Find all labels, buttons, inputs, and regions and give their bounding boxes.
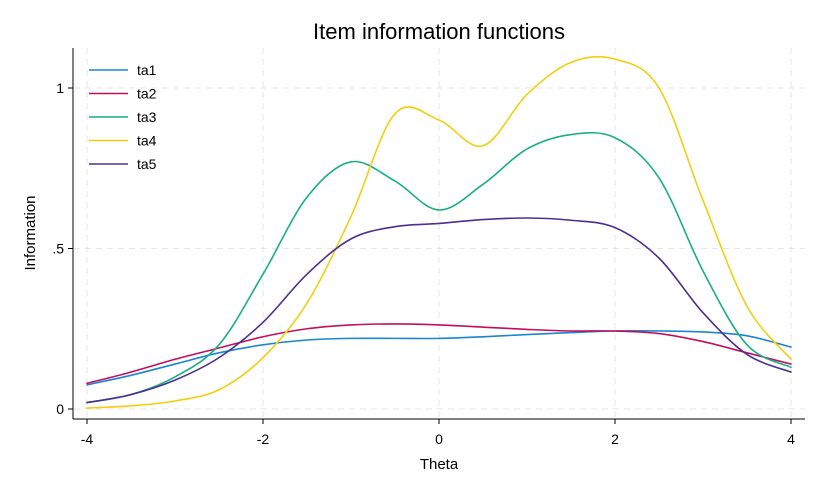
y-axis-ticks: 0.51	[52, 80, 73, 417]
series-line-ta4	[86, 55, 792, 409]
series-line-ta2	[86, 323, 792, 385]
y-tick-label: 1	[56, 80, 64, 96]
y-tick-label: .5	[52, 241, 64, 257]
x-tick-label: -4	[81, 431, 94, 447]
x-tick-label: -2	[257, 431, 270, 447]
legend-label-ta1: ta1	[137, 62, 157, 78]
legend-label-ta2: ta2	[137, 86, 157, 102]
y-axis-title: Information	[22, 195, 39, 270]
legend-label-ta4: ta4	[137, 133, 157, 149]
x-tick-label: 0	[435, 431, 443, 447]
legend-label-ta5: ta5	[137, 156, 157, 172]
series-line-ta5	[86, 217, 792, 404]
series-lines	[86, 55, 792, 409]
gridlines	[74, 48, 805, 418]
y-tick-label: 0	[56, 401, 64, 417]
series-line-ta3	[86, 131, 792, 404]
x-axis-ticks: -4 -2 0 2 4	[81, 419, 795, 447]
x-axis-title: Theta	[420, 456, 459, 473]
legend: ta1 ta2 ta3 ta4 ta5	[89, 62, 157, 172]
chart-title: Item information functions	[313, 19, 565, 44]
legend-label-ta3: ta3	[137, 109, 157, 125]
series-line-ta1	[86, 330, 792, 386]
x-tick-label: 2	[611, 431, 619, 447]
x-tick-label: 4	[787, 431, 795, 447]
